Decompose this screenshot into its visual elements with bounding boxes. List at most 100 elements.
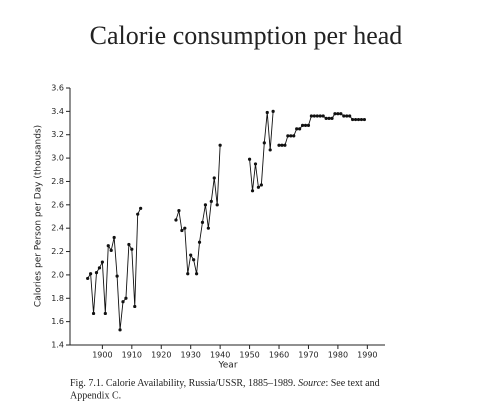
y-tick-label: 2.2: [51, 247, 64, 256]
point: [103, 311, 107, 316]
point: [91, 311, 96, 316]
point: [197, 240, 202, 244]
point: [277, 143, 281, 147]
point: [286, 134, 290, 138]
point: [206, 226, 210, 230]
chart-title: Calorie consumption per head: [90, 21, 403, 50]
point: [289, 134, 293, 138]
y-tick-label: 2.8: [51, 177, 64, 186]
point: [312, 114, 316, 118]
caption: Appendix C.: [70, 390, 121, 401]
point: [292, 134, 296, 138]
x-tick-label: 1940: [210, 351, 230, 360]
line: [87, 111, 365, 330]
x-tick-label: 1990: [357, 351, 377, 360]
point: [268, 148, 272, 152]
point: [212, 176, 216, 180]
point: [177, 209, 181, 213]
point: [362, 117, 366, 122]
point: [300, 123, 305, 127]
point: [136, 212, 140, 216]
point: [280, 143, 284, 147]
point: [194, 272, 199, 276]
point: [283, 143, 287, 147]
point: [112, 235, 116, 240]
point: [200, 220, 205, 224]
x-tick-label: 1970: [298, 351, 318, 360]
point: [342, 114, 346, 118]
caption-part: Fig. 7.1. Calorie Availability, Russia/U…: [70, 378, 298, 389]
point: [353, 117, 358, 122]
point: [333, 112, 337, 116]
point: [124, 296, 128, 300]
point: [189, 253, 193, 257]
point: [336, 112, 340, 116]
point: [351, 117, 355, 122]
point: [118, 328, 122, 332]
x-tick-label: 1960: [269, 351, 289, 360]
point: [265, 110, 269, 115]
point: [97, 266, 102, 270]
y-tick-label: 1.8: [51, 294, 64, 303]
point: [356, 117, 361, 122]
point: [109, 248, 113, 252]
y-tick-label: 2.4: [51, 224, 64, 233]
point: [250, 189, 255, 193]
point: [262, 141, 266, 145]
point: [174, 218, 178, 222]
point: [298, 127, 302, 131]
point: [256, 185, 261, 189]
point: [180, 228, 184, 233]
point: [130, 247, 134, 251]
point: [359, 117, 364, 122]
y-tick-label: 1.4: [51, 341, 64, 350]
point: [330, 116, 334, 120]
x-tick-label: 1980: [328, 351, 348, 360]
point: [121, 300, 125, 304]
point: [259, 183, 263, 187]
point: [271, 109, 275, 113]
point: [315, 114, 319, 118]
point: [115, 274, 119, 278]
point: [215, 203, 219, 207]
point: [324, 116, 328, 120]
x-tick-label: 1900: [92, 351, 112, 360]
point: [306, 123, 311, 127]
point: [100, 260, 104, 264]
point: [348, 114, 352, 118]
point: [321, 114, 325, 118]
point: [139, 206, 143, 210]
x-tick-label: 1910: [122, 351, 142, 360]
point: [86, 276, 90, 281]
caption-part: : See text and: [325, 378, 379, 389]
point: [127, 242, 131, 247]
y-tick-label: 3.6: [51, 84, 64, 93]
caption-part: Source: [298, 378, 326, 389]
point: [106, 244, 110, 248]
point: [203, 203, 208, 207]
y-tick-label: 1.6: [51, 317, 64, 326]
point: [253, 162, 258, 166]
y-tick-label: 2.6: [51, 200, 64, 209]
point: [345, 114, 349, 118]
x-axis-label: Year: [217, 361, 237, 371]
point: [183, 226, 187, 230]
point: [327, 116, 331, 120]
x-tick-label: 1920: [151, 351, 171, 360]
point: [209, 199, 213, 203]
x-tick-label: 1930: [181, 351, 201, 360]
y-tick-label: 3.4: [51, 107, 64, 116]
point: [309, 114, 314, 118]
x-tick-label: 1950: [239, 351, 259, 360]
y-tick-label: 3.2: [51, 130, 64, 139]
point: [318, 114, 322, 118]
point: [339, 112, 343, 116]
point: [94, 270, 99, 275]
point: [192, 258, 196, 262]
point: [218, 143, 222, 147]
point: [303, 123, 308, 127]
point: [89, 272, 93, 276]
y-axis-label: Calories per Person per Day (thousands): [34, 125, 44, 307]
point: [247, 157, 252, 161]
